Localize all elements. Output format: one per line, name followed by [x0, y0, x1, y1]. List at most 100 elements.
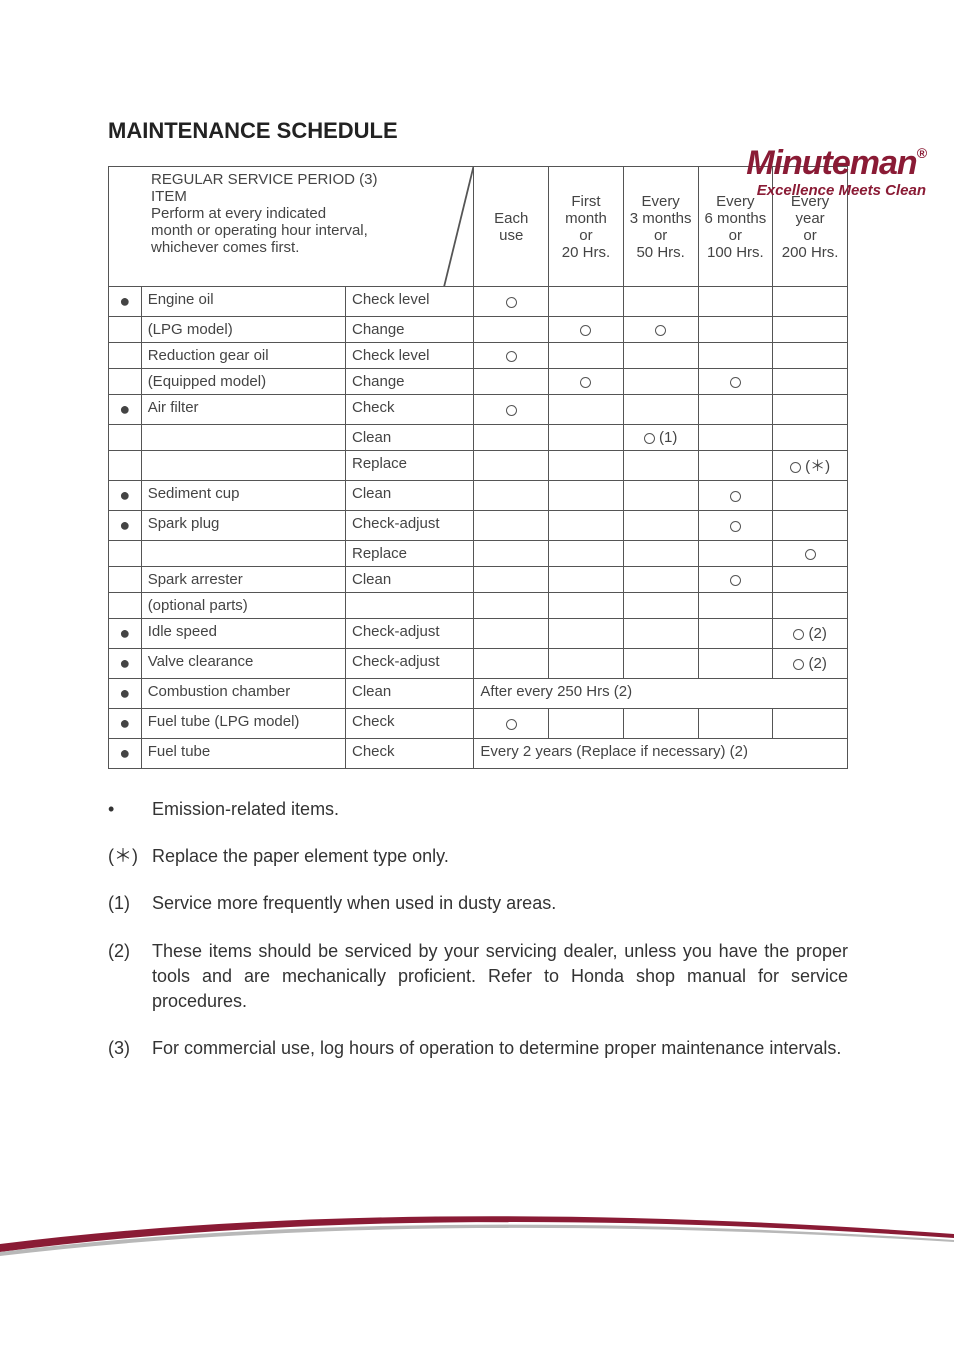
mark-cell [549, 481, 624, 511]
footnote-marker: (＊) [108, 844, 152, 869]
footnote-text: Emission-related items. [152, 797, 848, 822]
action-cell: Replace [345, 451, 473, 481]
item-cell: Valve clearance [141, 649, 345, 679]
bullet-cell [109, 343, 142, 369]
mark-cell [474, 649, 549, 679]
table-row: ●Fuel tube (LPG model)Check [109, 709, 848, 739]
mark-cell [773, 395, 848, 425]
item-cell: Engine oil [141, 287, 345, 317]
bullet-cell: ● [109, 395, 142, 425]
action-cell: Check level [345, 343, 473, 369]
table-row: (optional parts) [109, 593, 848, 619]
span-cell: Every 2 years (Replace if necessary) (2) [474, 739, 848, 769]
table-row: ●Valve clearanceCheck-adjust (2) [109, 649, 848, 679]
header-item-block: REGULAR SERVICE PERIOD (3)ITEMPerform at… [109, 167, 474, 287]
table-row: ●Combustion chamberCleanAfter every 250 … [109, 679, 848, 709]
mark-cell [474, 709, 549, 739]
bullet-cell [109, 451, 142, 481]
span-cell: After every 250 Hrs (2) [474, 679, 848, 709]
mark-cell [773, 369, 848, 395]
bullet-cell [109, 541, 142, 567]
item-cell [141, 451, 345, 481]
mark-cell [549, 567, 624, 593]
mark-cell [474, 425, 549, 451]
mark-cell [773, 481, 848, 511]
mark-cell [474, 541, 549, 567]
mark-cell [698, 343, 773, 369]
mark-cell [474, 593, 549, 619]
table-row: ●Fuel tubeCheckEvery 2 years (Replace if… [109, 739, 848, 769]
mark-cell [623, 481, 698, 511]
item-cell [141, 541, 345, 567]
mark-cell [773, 593, 848, 619]
mark-cell [549, 317, 624, 343]
mark-cell: (1) [623, 425, 698, 451]
mark-cell [623, 317, 698, 343]
mark-cell [623, 567, 698, 593]
table-row: (LPG model)Change [109, 317, 848, 343]
mark-cell [549, 451, 624, 481]
item-cell: Fuel tube (LPG model) [141, 709, 345, 739]
header-period-2: Every3 monthsor50 Hrs. [623, 167, 698, 287]
bullet-cell [109, 369, 142, 395]
footnote-text: For commercial use, log hours of operati… [152, 1036, 848, 1061]
schedule-table: REGULAR SERVICE PERIOD (3)ITEMPerform at… [108, 166, 848, 769]
item-cell: (LPG model) [141, 317, 345, 343]
bullet-cell [109, 317, 142, 343]
bullet-cell: ● [109, 287, 142, 317]
mark-cell [623, 709, 698, 739]
mark-cell [549, 343, 624, 369]
mark-cell [773, 511, 848, 541]
action-cell: Check [345, 739, 473, 769]
mark-cell [474, 511, 549, 541]
header-period-1: Firstmonthor20 Hrs. [549, 167, 624, 287]
mark-cell [773, 425, 848, 451]
mark-cell [698, 451, 773, 481]
mark-cell: (2) [773, 649, 848, 679]
mark-cell [549, 593, 624, 619]
mark-cell [698, 481, 773, 511]
action-cell: Check-adjust [345, 649, 473, 679]
action-cell: Clean [345, 481, 473, 511]
mark-cell [773, 287, 848, 317]
footnote: (2)These items should be serviced by you… [108, 939, 848, 1015]
mark-cell [623, 395, 698, 425]
item-cell: Reduction gear oil [141, 343, 345, 369]
table-row: ●Idle speedCheck-adjust (2) [109, 619, 848, 649]
table-row: Clean (1) [109, 425, 848, 451]
mark-cell [773, 317, 848, 343]
mark-cell [474, 451, 549, 481]
bullet-cell: ● [109, 739, 142, 769]
item-cell: Spark plug [141, 511, 345, 541]
mark-cell [474, 619, 549, 649]
action-cell: Clean [345, 567, 473, 593]
item-cell: Sediment cup [141, 481, 345, 511]
action-cell: Clean [345, 679, 473, 709]
action-cell: Check [345, 395, 473, 425]
mark-cell [698, 317, 773, 343]
bullet-cell [109, 425, 142, 451]
bullet-cell: ● [109, 511, 142, 541]
mark-cell [698, 425, 773, 451]
mark-cell [773, 343, 848, 369]
table-row: (Equipped model)Change [109, 369, 848, 395]
bullet-cell: ● [109, 481, 142, 511]
bullet-cell: ● [109, 679, 142, 709]
brand-name: Minuteman® [746, 146, 926, 180]
mark-cell [698, 395, 773, 425]
mark-cell [474, 395, 549, 425]
mark-cell [549, 619, 624, 649]
mark-cell [474, 343, 549, 369]
mark-cell: (2) [773, 619, 848, 649]
mark-cell [549, 511, 624, 541]
mark-cell [623, 541, 698, 567]
table-row: ●Engine oilCheck level [109, 287, 848, 317]
item-cell: Air filter [141, 395, 345, 425]
mark-cell [549, 395, 624, 425]
item-cell [141, 425, 345, 451]
mark-cell [623, 649, 698, 679]
action-cell: Change [345, 369, 473, 395]
mark-cell [549, 425, 624, 451]
footnote: (＊)Replace the paper element type only. [108, 844, 848, 869]
item-cell: Spark arrester [141, 567, 345, 593]
